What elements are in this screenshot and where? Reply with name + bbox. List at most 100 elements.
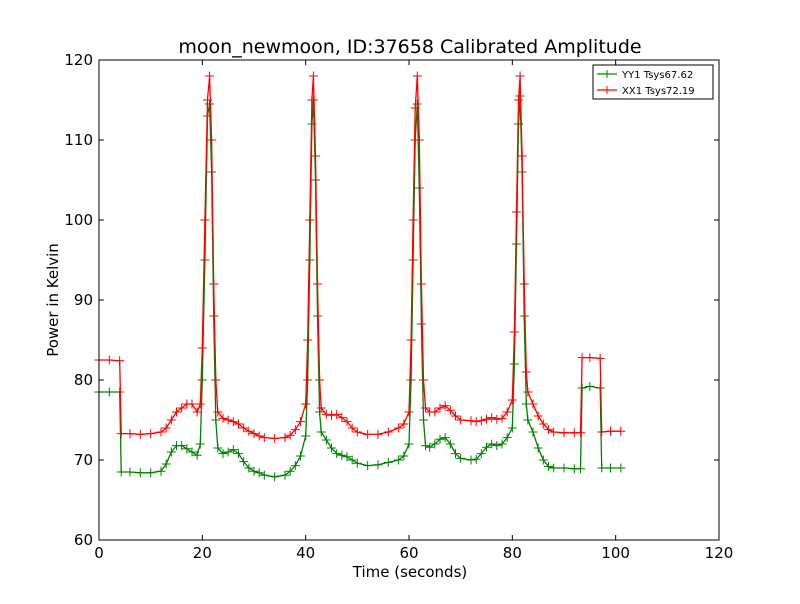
data-point bbox=[305, 215, 315, 225]
data-point bbox=[327, 443, 336, 453]
data-point bbox=[421, 441, 431, 451]
data-point bbox=[399, 419, 409, 429]
data-point bbox=[559, 463, 569, 473]
data-point bbox=[435, 403, 445, 413]
data-point bbox=[205, 99, 215, 109]
data-point bbox=[200, 215, 210, 225]
data-point bbox=[487, 439, 497, 449]
data-point bbox=[172, 407, 181, 417]
data-point bbox=[440, 433, 450, 443]
data-point bbox=[421, 403, 431, 413]
data-point bbox=[585, 353, 595, 363]
data-point bbox=[492, 414, 502, 424]
data-point bbox=[476, 416, 486, 426]
data-point bbox=[416, 279, 426, 289]
data-point bbox=[285, 430, 295, 440]
data-point bbox=[296, 417, 305, 427]
data-point bbox=[280, 433, 290, 443]
series-1 bbox=[94, 91, 626, 482]
data-point bbox=[404, 439, 414, 449]
data-point bbox=[270, 433, 280, 443]
data-point bbox=[533, 411, 543, 421]
data-point bbox=[203, 95, 212, 105]
data-point bbox=[313, 279, 323, 289]
data-point bbox=[519, 311, 529, 321]
data-point bbox=[337, 413, 347, 423]
data-point bbox=[177, 403, 187, 413]
data-point bbox=[316, 427, 326, 437]
data-point bbox=[197, 343, 207, 353]
data-point bbox=[523, 387, 533, 397]
series-line bbox=[99, 95, 621, 478]
data-point bbox=[606, 426, 615, 436]
data-point bbox=[301, 431, 311, 441]
data-point bbox=[166, 415, 176, 425]
data-point bbox=[310, 151, 320, 161]
data-point bbox=[332, 409, 342, 419]
data-point bbox=[249, 466, 259, 476]
data-point bbox=[259, 433, 269, 443]
y-axis-label: Power in Kelvin bbox=[44, 243, 62, 357]
data-point bbox=[394, 423, 404, 433]
data-point bbox=[507, 395, 517, 405]
data-point bbox=[523, 415, 533, 425]
x-tick-label: 20 bbox=[193, 544, 212, 562]
data-point bbox=[307, 95, 317, 105]
data-point bbox=[430, 407, 440, 417]
data-point bbox=[342, 452, 352, 462]
series-line bbox=[99, 75, 621, 440]
chart-title: moon_newmoon, ID:37658 Calibrated Amplit… bbox=[178, 36, 641, 58]
data-point bbox=[135, 468, 145, 478]
data-point bbox=[303, 375, 313, 385]
data-point bbox=[383, 427, 393, 437]
data-point bbox=[315, 407, 325, 417]
x-axis-label: Time (seconds) bbox=[352, 563, 468, 581]
data-point bbox=[192, 407, 202, 417]
data-point bbox=[502, 433, 512, 443]
data-point bbox=[373, 429, 383, 439]
data-point bbox=[606, 463, 615, 473]
data-point bbox=[259, 470, 269, 480]
data-point bbox=[576, 428, 586, 438]
data-point bbox=[116, 429, 126, 439]
data-point bbox=[492, 441, 502, 451]
legend-box bbox=[592, 64, 714, 100]
data-point bbox=[234, 419, 243, 429]
data-point bbox=[161, 423, 171, 433]
x-tick-label: 40 bbox=[296, 544, 315, 562]
data-point bbox=[352, 458, 362, 468]
y-tick-label: 100 bbox=[64, 211, 93, 229]
data-point bbox=[347, 423, 357, 433]
y-tick-label: 90 bbox=[74, 291, 93, 309]
data-point bbox=[209, 279, 219, 289]
data-point bbox=[515, 71, 525, 81]
data-point bbox=[549, 427, 559, 437]
data-point bbox=[327, 410, 336, 420]
data-point bbox=[577, 353, 587, 363]
data-point bbox=[296, 451, 305, 461]
data-point bbox=[482, 442, 491, 452]
data-point bbox=[285, 466, 295, 476]
data-point bbox=[116, 467, 126, 477]
data-point bbox=[544, 461, 553, 471]
data-point bbox=[440, 401, 450, 411]
y-tick-label: 120 bbox=[64, 51, 93, 69]
x-tick-label: 120 bbox=[705, 544, 734, 562]
data-point bbox=[234, 449, 243, 459]
data-point bbox=[451, 411, 460, 421]
data-point bbox=[559, 428, 569, 438]
data-point bbox=[332, 449, 342, 459]
data-point bbox=[321, 409, 331, 419]
data-point bbox=[406, 335, 416, 345]
data-point bbox=[521, 367, 531, 377]
data-point bbox=[254, 431, 264, 441]
data-point bbox=[487, 413, 497, 423]
data-point bbox=[511, 207, 521, 217]
data-point bbox=[228, 417, 238, 427]
data-point bbox=[244, 426, 254, 436]
data-point bbox=[156, 466, 166, 476]
data-point bbox=[528, 399, 538, 409]
data-point bbox=[445, 405, 455, 415]
data-point bbox=[456, 415, 466, 425]
axes-layer: 0 20 40 60 80 100 120 60 70 80 90 100 110 120 bbox=[64, 51, 733, 562]
